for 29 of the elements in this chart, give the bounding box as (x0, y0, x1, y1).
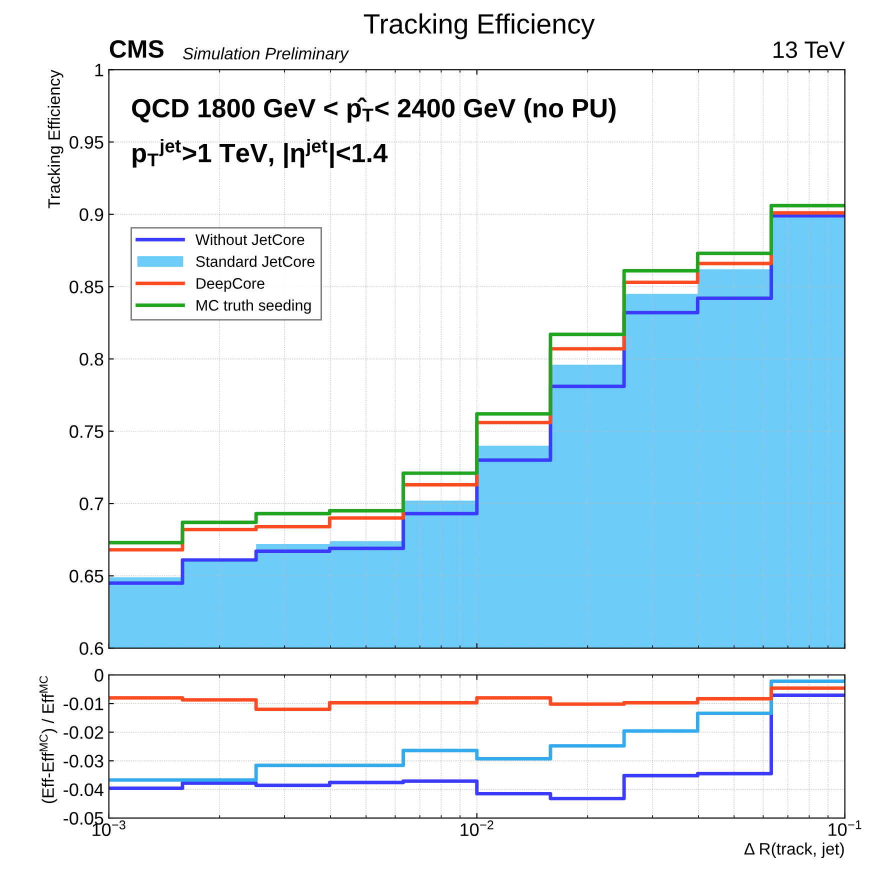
y-axis-title: Tracking Efficiency (48, 70, 64, 208)
y-tick-label: -0.03 (64, 754, 104, 768)
y-tick-label: 0.8 (80, 352, 104, 366)
y-tick-label: 0.85 (70, 280, 104, 294)
y-axis-title: (Eff-Eff$^{MC}$) / Eff$^{MC}$ (39, 676, 58, 804)
chart-title: Tracking Efficiency (364, 13, 595, 40)
y-tick-label: 0.7 (80, 497, 104, 510)
x-tick-label: 10$^{−1}$ (828, 820, 862, 836)
text: Simulation Preliminary (182, 47, 350, 63)
x-axis-title: Δ R(track, jet) (744, 842, 844, 858)
legend-label: MC truth seeding (196, 300, 311, 314)
annotation: QCD 1800 GeV < p̂$_{T}$< 2400 GeV (no PU) (132, 98, 616, 123)
y-tick-label: 0.65 (70, 570, 104, 583)
y-tick-label: -0.02 (64, 726, 104, 739)
y-tick-label: 0.95 (70, 136, 104, 149)
annotation: p$_{T}$$^{jet}$>1 TeV, |η$^{jet}$|<1.4 (132, 138, 388, 168)
y-tick-label: 1 (95, 64, 104, 76)
legend-label: Without JetCore (195, 234, 304, 246)
text: 13 TeV (774, 41, 845, 58)
y-tick-label: -0.01 (64, 698, 104, 710)
y-tick-label: 0.9 (80, 208, 104, 222)
legend-label: DeepCore (196, 278, 264, 292)
y-tick-label: 0.6 (80, 642, 104, 655)
x-tick-label: 10$^{−2}$ (460, 820, 494, 836)
text: CMS (110, 40, 164, 58)
legend-label: Standard JetCore (196, 256, 314, 267)
y-tick-label: 0.75 (70, 425, 104, 438)
y-tick-label: -0.04 (64, 783, 104, 796)
y-tick-label: 0 (94, 668, 104, 682)
